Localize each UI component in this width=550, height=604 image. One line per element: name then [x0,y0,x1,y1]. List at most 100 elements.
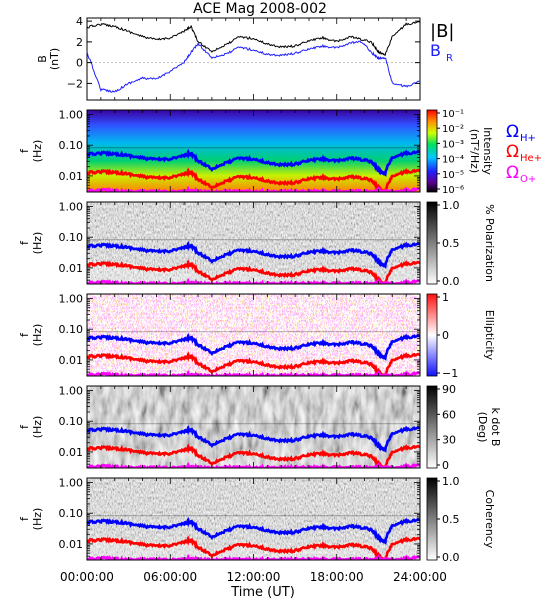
y-tick-label: 0.10 [59,323,84,336]
colorbar-tick-label: 30 [442,434,456,447]
y-axis-label-line: f [18,424,31,429]
spectrogram [87,202,420,284]
gyro-line-he-plus [87,351,420,376]
colorbar-tick-label: 10⁻⁴ [442,155,464,166]
colorbar-ellipticity [426,293,438,377]
y-axis-label: f(Hz) [18,232,44,255]
y-axis-label-line: f [18,516,31,521]
legend-omega-h-plus: Ω H+ [506,122,536,144]
colorbar-tick-label: 10⁻² [442,124,464,135]
y-axis-label-line: (Hz) [31,140,44,163]
panel-intensity: 1.00 0.10 0.01 f(Hz) 10⁻¹ 10⁻² 10⁻³ 10⁻⁴ 10⁻⁵ 10⁻… [18,108,542,196]
series-line-b-r [86,40,420,93]
y-axis-label-line: f [18,332,31,337]
colorbar-label-line: Intensity [481,127,494,175]
y-tick-label: 2 [76,36,83,49]
gyro-line-h-plus [87,424,420,453]
low-freq-band [87,535,420,560]
legend-omega-symbol: Ω [506,122,519,142]
colorbar-tick-label: 10⁻⁵ [442,170,464,181]
legend-ion-label: H+ [520,133,536,144]
colorbar-polarization [426,201,438,285]
legend-omega-symbol: Ω [506,163,519,183]
x-tick-label: 06:00:00 [143,570,197,584]
low-freq-band [87,259,420,284]
x-tick-label: 12:00:00 [227,570,281,584]
x-tick-label: 00:00:00 [60,570,114,584]
y-axis-label-line: (Hz) [31,416,44,439]
y-tick-label: 0.10 [59,139,84,152]
x-tick-label: 24:00:00 [393,570,447,584]
colorbar-label: Intensity(nT²/Hz) [468,127,494,175]
spectrogram [87,110,420,192]
legend-omega-he-plus: Ω He+ [506,142,542,164]
colorbar-tick-label: 0.5 [442,513,460,526]
y-tick-label: 1.00 [59,108,84,121]
colorbar-label-line: % Polarization [483,204,496,282]
colorbar-label-line: (nT²/Hz) [468,129,481,173]
y-tick-label: 0.01 [59,538,84,551]
y-axis-label-line: (Hz) [31,232,44,255]
colorbar-label: Ellipticity [483,310,496,361]
colorbar-label: k dot B(Deg) [476,408,502,447]
y-axis-label: B(nT) [36,48,61,70]
y-tick-label: 1.00 [59,200,84,213]
colorbar-tick-label: 10⁻¹ [442,109,464,120]
y-axis-label: f(Hz) [18,140,44,163]
colorbar-tick-label: 0.0 [442,551,460,564]
y-axis-label-line: (nT) [48,48,61,70]
legend-ion-label: O+ [520,174,536,185]
y-axis-label: f(Hz) [18,324,44,347]
plot-area [86,17,421,101]
plot-title: ACE Mag 2008-002 [193,1,327,17]
colorbar-label-line: k dot B [489,408,502,447]
y-tick-label: 0.10 [59,231,84,244]
gyro-line-h-plus [87,516,420,545]
legend-b-total: |B| [430,21,454,42]
colorbar-label: Coherency [483,490,496,549]
y-tick-label: 0.10 [59,507,84,520]
colorbar-label-line: Ellipticity [483,310,496,361]
low-freq-band [87,443,420,468]
colorbar-tick-label: 90 [442,383,456,396]
y-axis-label: f(Hz) [18,416,44,439]
colorbar-intensity [426,109,438,193]
colorbar-tick-label: 0 [442,329,449,342]
x-axis: 00:00:00 06:00:00 12:00:00 18:00:00 24:00:00 [60,18,447,584]
gyro-line-he-plus [87,535,420,560]
panel-k-dot-b: 1.00 0.10 0.01 f(Hz) 90 60 30 0 k dot B(Deg) [18,383,502,472]
y-axis-label-line: f [18,240,31,245]
y-axis-label: f(Hz) [18,508,44,531]
y-axis-label-line: B [36,55,49,63]
legend-omega-symbol: Ω [506,142,519,162]
colorbar-tick-label: 0.0 [442,275,460,288]
gyro-line-h-plus [87,332,420,361]
y-tick-label: 0.01 [59,446,84,459]
y-axis-label-line: (Hz) [31,508,44,531]
legend-omega-o-plus: Ω O+ [506,163,536,185]
panel-coherency: 1.00 0.10 0.01 f(Hz) 1.0 0.5 0.0 Coherency [18,475,496,564]
series-line-b-total [86,21,421,56]
legend-b-r-subscript: R [446,53,453,64]
gyro-line-h-plus [87,240,420,269]
colorbar-tick-label: 10⁻³ [442,139,464,150]
x-tick-label: 18:00:00 [310,570,364,584]
colorbar-k-dot-b [426,385,438,469]
legend-ion-label: He+ [520,153,542,164]
y-tick-label: 0 [76,57,83,70]
gyro-line-he-plus [87,443,420,468]
colorbar-label-line: (Deg) [476,412,489,443]
x-axis-label: Time (UT) [230,585,295,600]
gyro-line-he-plus [87,167,420,192]
y-tick-label: 0.01 [59,262,84,275]
spectrogram [87,294,420,376]
colorbar-tick-label: 1.0 [442,199,460,212]
y-tick-label: −2 [67,77,83,90]
y-tick-label: 1.00 [59,476,84,489]
colorbar-tick-label: 0 [442,459,449,472]
colorbar-coherency [426,477,438,561]
colorbar-label: % Polarization [483,204,496,282]
y-tick-label: 4 [76,15,83,28]
y-tick-label: 1.00 [59,384,84,397]
